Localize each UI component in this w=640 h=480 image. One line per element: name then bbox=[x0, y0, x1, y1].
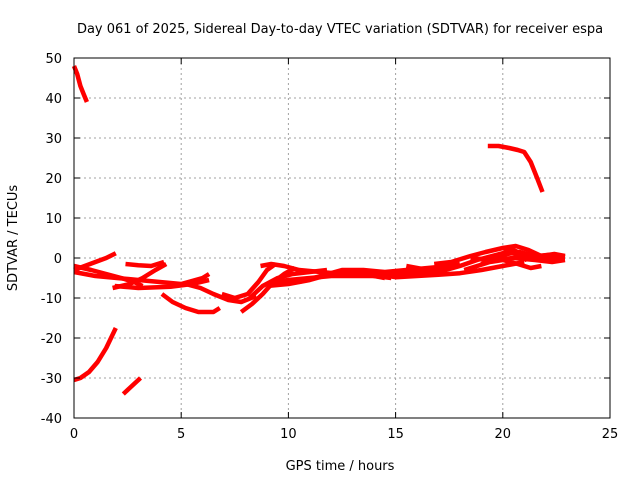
x-tick-label: 25 bbox=[602, 427, 619, 442]
series-arc-7 bbox=[73, 269, 211, 287]
x-tick-label: 5 bbox=[177, 427, 185, 442]
axis-ticks: 0 5 10 15 20 25 50 40 30 20 10 0 -10 -20 -30 -40 bbox=[41, 52, 619, 442]
series-arc-9 bbox=[125, 259, 165, 269]
series-arc-19 bbox=[298, 261, 461, 285]
series-arc-11 bbox=[160, 292, 221, 315]
series-arc-4 bbox=[487, 143, 545, 193]
y-tick-label: -20 bbox=[41, 332, 62, 347]
series-arc-1 bbox=[71, 65, 89, 103]
grid-lines bbox=[74, 58, 610, 418]
series-arc-22 bbox=[433, 245, 532, 267]
series-arc-27 bbox=[523, 252, 566, 263]
y-axis-label: SDTVAR / TECUs bbox=[6, 185, 21, 292]
y-tick-label: 20 bbox=[45, 172, 62, 187]
series-arc-3 bbox=[121, 376, 143, 396]
series-arc-2 bbox=[73, 327, 118, 383]
y-tick-label: -30 bbox=[41, 372, 62, 387]
x-axis-label: GPS time / hours bbox=[286, 459, 395, 474]
y-tick-label: 40 bbox=[45, 92, 62, 107]
series-arc-12 bbox=[184, 281, 258, 305]
chart-title: Day 061 of 2025, Sidereal Day-to-day VTE… bbox=[77, 22, 603, 37]
data-series bbox=[71, 65, 566, 396]
x-tick-label: 0 bbox=[70, 427, 78, 442]
x-tick-label: 10 bbox=[280, 427, 297, 442]
series-arc-10 bbox=[114, 277, 210, 291]
series-arc-20 bbox=[373, 259, 525, 280]
y-tick-label: 10 bbox=[45, 212, 62, 227]
y-tick-label: 0 bbox=[54, 252, 62, 267]
series-arc-13 bbox=[221, 262, 277, 301]
y-tick-label: 50 bbox=[45, 52, 62, 67]
plot-frame bbox=[73, 57, 611, 419]
series-arc-17 bbox=[273, 273, 392, 285]
x-tick-label: 20 bbox=[495, 427, 512, 442]
y-tick-label: -10 bbox=[41, 292, 62, 307]
x-tick-label: 15 bbox=[387, 427, 404, 442]
y-tick-label: -40 bbox=[41, 412, 62, 427]
y-tick-label: 30 bbox=[45, 132, 62, 147]
